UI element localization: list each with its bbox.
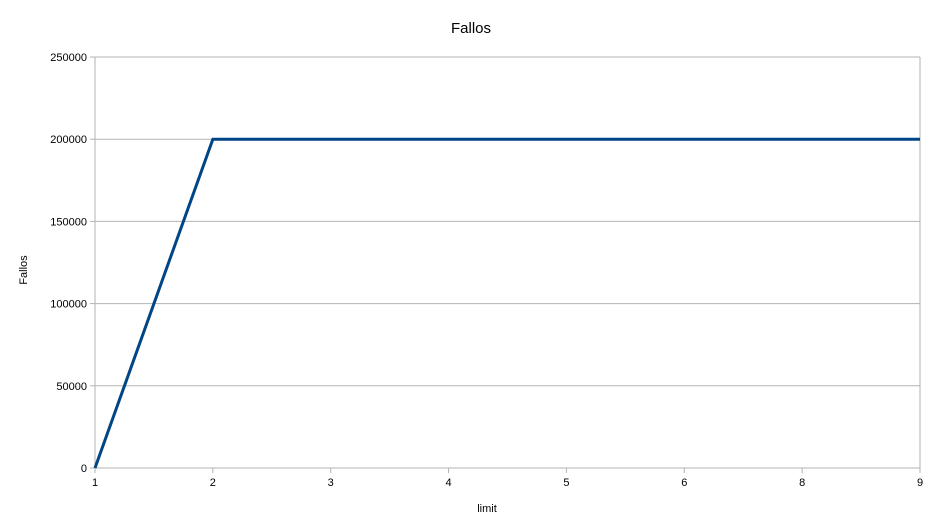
y-tick-label: 0 bbox=[81, 463, 87, 475]
y-tick-label: 100000 bbox=[50, 299, 87, 311]
x-axis-tick-labels: 1 2 3 4 5 6 8 9 bbox=[92, 477, 923, 489]
gridlines bbox=[95, 56, 920, 469]
x-tick-label: 5 bbox=[563, 477, 569, 489]
x-tick-label: 3 bbox=[328, 477, 334, 489]
series-line bbox=[93, 137, 920, 469]
y-tick-label: 250000 bbox=[50, 52, 87, 64]
x-tick-label: 8 bbox=[799, 477, 805, 489]
y-tick-label: 50000 bbox=[56, 381, 87, 393]
x-tick-label: 4 bbox=[446, 477, 452, 489]
y-tick-label: 150000 bbox=[50, 216, 87, 228]
axes bbox=[90, 56, 921, 473]
series bbox=[93, 137, 920, 469]
chart-title: Fallos bbox=[451, 20, 491, 37]
x-tick-label: 6 bbox=[681, 477, 687, 489]
x-tick-label: 9 bbox=[917, 477, 923, 489]
x-axis-title: limit bbox=[477, 503, 497, 515]
x-tick-label: 1 bbox=[92, 477, 98, 489]
y-axis-tick-labels: 0 50000 100000 150000 200000 250000 bbox=[50, 52, 87, 475]
y-tick-label: 200000 bbox=[50, 134, 87, 146]
y-axis-title: Fallos bbox=[18, 255, 30, 285]
x-tick-label: 2 bbox=[210, 477, 216, 489]
